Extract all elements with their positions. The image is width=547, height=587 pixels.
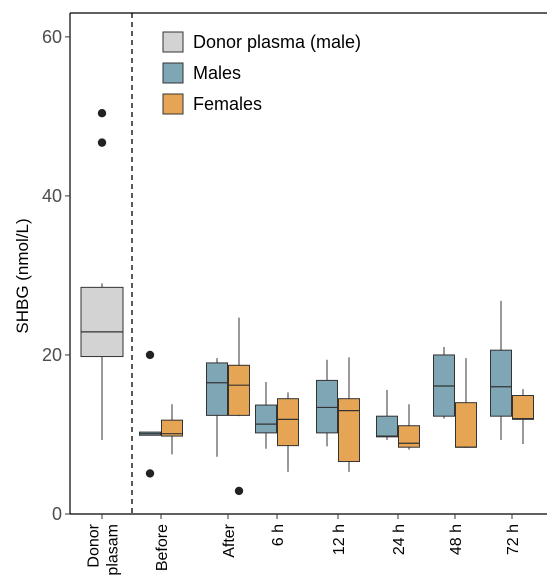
box-iqr: [316, 379, 338, 434]
outlier-point: [97, 109, 107, 118]
outlier-point: [145, 350, 155, 360]
box-males-4: [316, 359, 338, 447]
outlier-point: [97, 138, 107, 147]
y-tick-label: 20: [42, 345, 62, 365]
box-females-4: [338, 357, 360, 472]
box-females-1: [161, 404, 183, 455]
legend-item: Females: [162, 93, 262, 115]
box-donor-0: [80, 109, 124, 441]
box-males-2: [206, 358, 228, 457]
box-iqr: [512, 395, 534, 420]
box-iqr: [376, 415, 398, 438]
x-tick-label: 6 h: [270, 524, 287, 546]
box-iqr: [398, 425, 420, 448]
y-tick-label: 40: [42, 186, 62, 206]
box-iqr: [277, 398, 299, 447]
box-iqr: [455, 402, 477, 448]
y-tick-label: 0: [52, 504, 62, 524]
outlier-point: [234, 486, 244, 496]
legend-label: Females: [193, 94, 262, 114]
y-axis-title: SHBG (nmol/L): [13, 218, 32, 333]
legend-swatch: [162, 93, 184, 115]
y-tick-label: 60: [42, 27, 62, 47]
x-tick-label: 72 h: [505, 524, 522, 555]
box-males-5: [376, 389, 398, 441]
legend-item: Males: [162, 62, 241, 84]
legend-item: Donor plasma (male): [162, 31, 361, 53]
axes: 0 20 40 60 Donor plasam Before After 6 h 12 h 24 h…: [42, 12, 547, 576]
box-males-1: [139, 350, 161, 478]
x-tick-label: plasam: [105, 524, 122, 576]
x-tick-label: 12 h: [331, 524, 348, 555]
box-iqr: [490, 349, 512, 417]
chart-marks: [80, 109, 534, 496]
x-tick-label: Before: [154, 524, 171, 571]
box-females-5: [398, 404, 420, 450]
legend-swatch: [162, 31, 184, 53]
box-males-3: [255, 381, 277, 449]
x-tick-label: Donor: [86, 523, 103, 567]
box-males-7: [490, 300, 512, 441]
box-iqr: [161, 419, 183, 437]
x-tick-label: 48 h: [448, 524, 465, 555]
legend: Donor plasma (male) Males Females: [162, 31, 361, 115]
legend-label: Males: [193, 63, 241, 83]
legend-label: Donor plasma (male): [193, 32, 361, 52]
box-females-7: [512, 389, 534, 445]
legend-swatch: [162, 62, 184, 84]
box-iqr: [228, 364, 250, 416]
box-iqr: [206, 362, 228, 416]
x-tick-label: 24 h: [391, 524, 408, 555]
box-iqr: [255, 404, 277, 434]
box-males-6: [433, 347, 455, 419]
outlier-point: [145, 469, 155, 478]
box-females-6: [455, 358, 477, 448]
x-tick-label: After: [221, 523, 238, 557]
box-iqr: [338, 398, 360, 463]
box-females-2: [228, 317, 250, 496]
box-females-3: [277, 392, 299, 472]
box-iqr: [80, 286, 124, 358]
